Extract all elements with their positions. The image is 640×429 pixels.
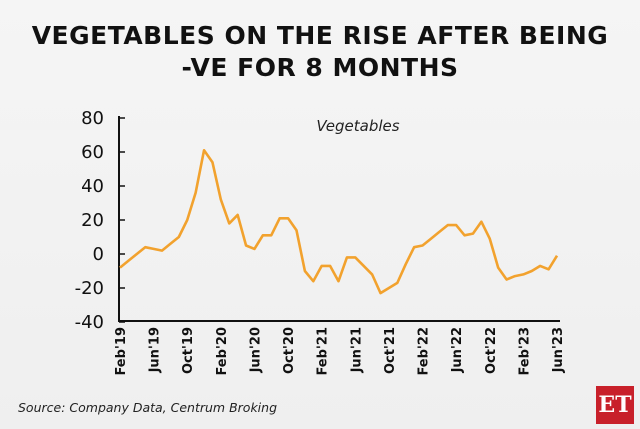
series-annotation: Vegetables: [316, 117, 399, 135]
y-tick-label: 20: [81, 210, 104, 231]
source-note: Source: Company Data, Centrum Broking: [18, 400, 278, 415]
x-tick-label: Jun'23: [551, 327, 566, 373]
x-tick-label: Oct'21: [383, 327, 398, 374]
y-tick-label: 60: [81, 142, 104, 163]
y-tick-label: 40: [81, 176, 104, 197]
x-tick-label: Feb'21: [316, 327, 331, 376]
x-tick-label: Feb'23: [517, 327, 532, 376]
y-tick-label: 0: [93, 244, 104, 265]
x-tick-label: Jun'21: [349, 327, 364, 373]
x-tick-label: Oct'20: [282, 327, 297, 374]
y-tick-label: -20: [75, 278, 104, 299]
chart-title: VEGETABLES ON THE RISE AFTER BEING -VE F…: [0, 20, 640, 84]
x-tick-label: Oct'22: [484, 327, 499, 374]
x-tick-label: Feb'22: [417, 327, 432, 376]
title-line-2: -VE FOR 8 MONTHS: [181, 53, 459, 82]
y-tick-label: 80: [81, 108, 104, 129]
x-tick-label: Jun'22: [450, 327, 465, 373]
title-line-1: VEGETABLES ON THE RISE AFTER BEING: [31, 21, 609, 50]
et-logo: ET: [596, 386, 634, 424]
x-tick-label: Oct'19: [181, 327, 196, 374]
y-tick-label: -40: [75, 312, 104, 333]
vegetables-line: [119, 149, 559, 295]
x-tick-label: Feb'19: [114, 327, 129, 376]
x-tick-label: Feb'20: [215, 327, 230, 376]
x-tick-label: Jun'19: [148, 327, 163, 373]
x-tick-label: Jun'20: [248, 327, 263, 373]
